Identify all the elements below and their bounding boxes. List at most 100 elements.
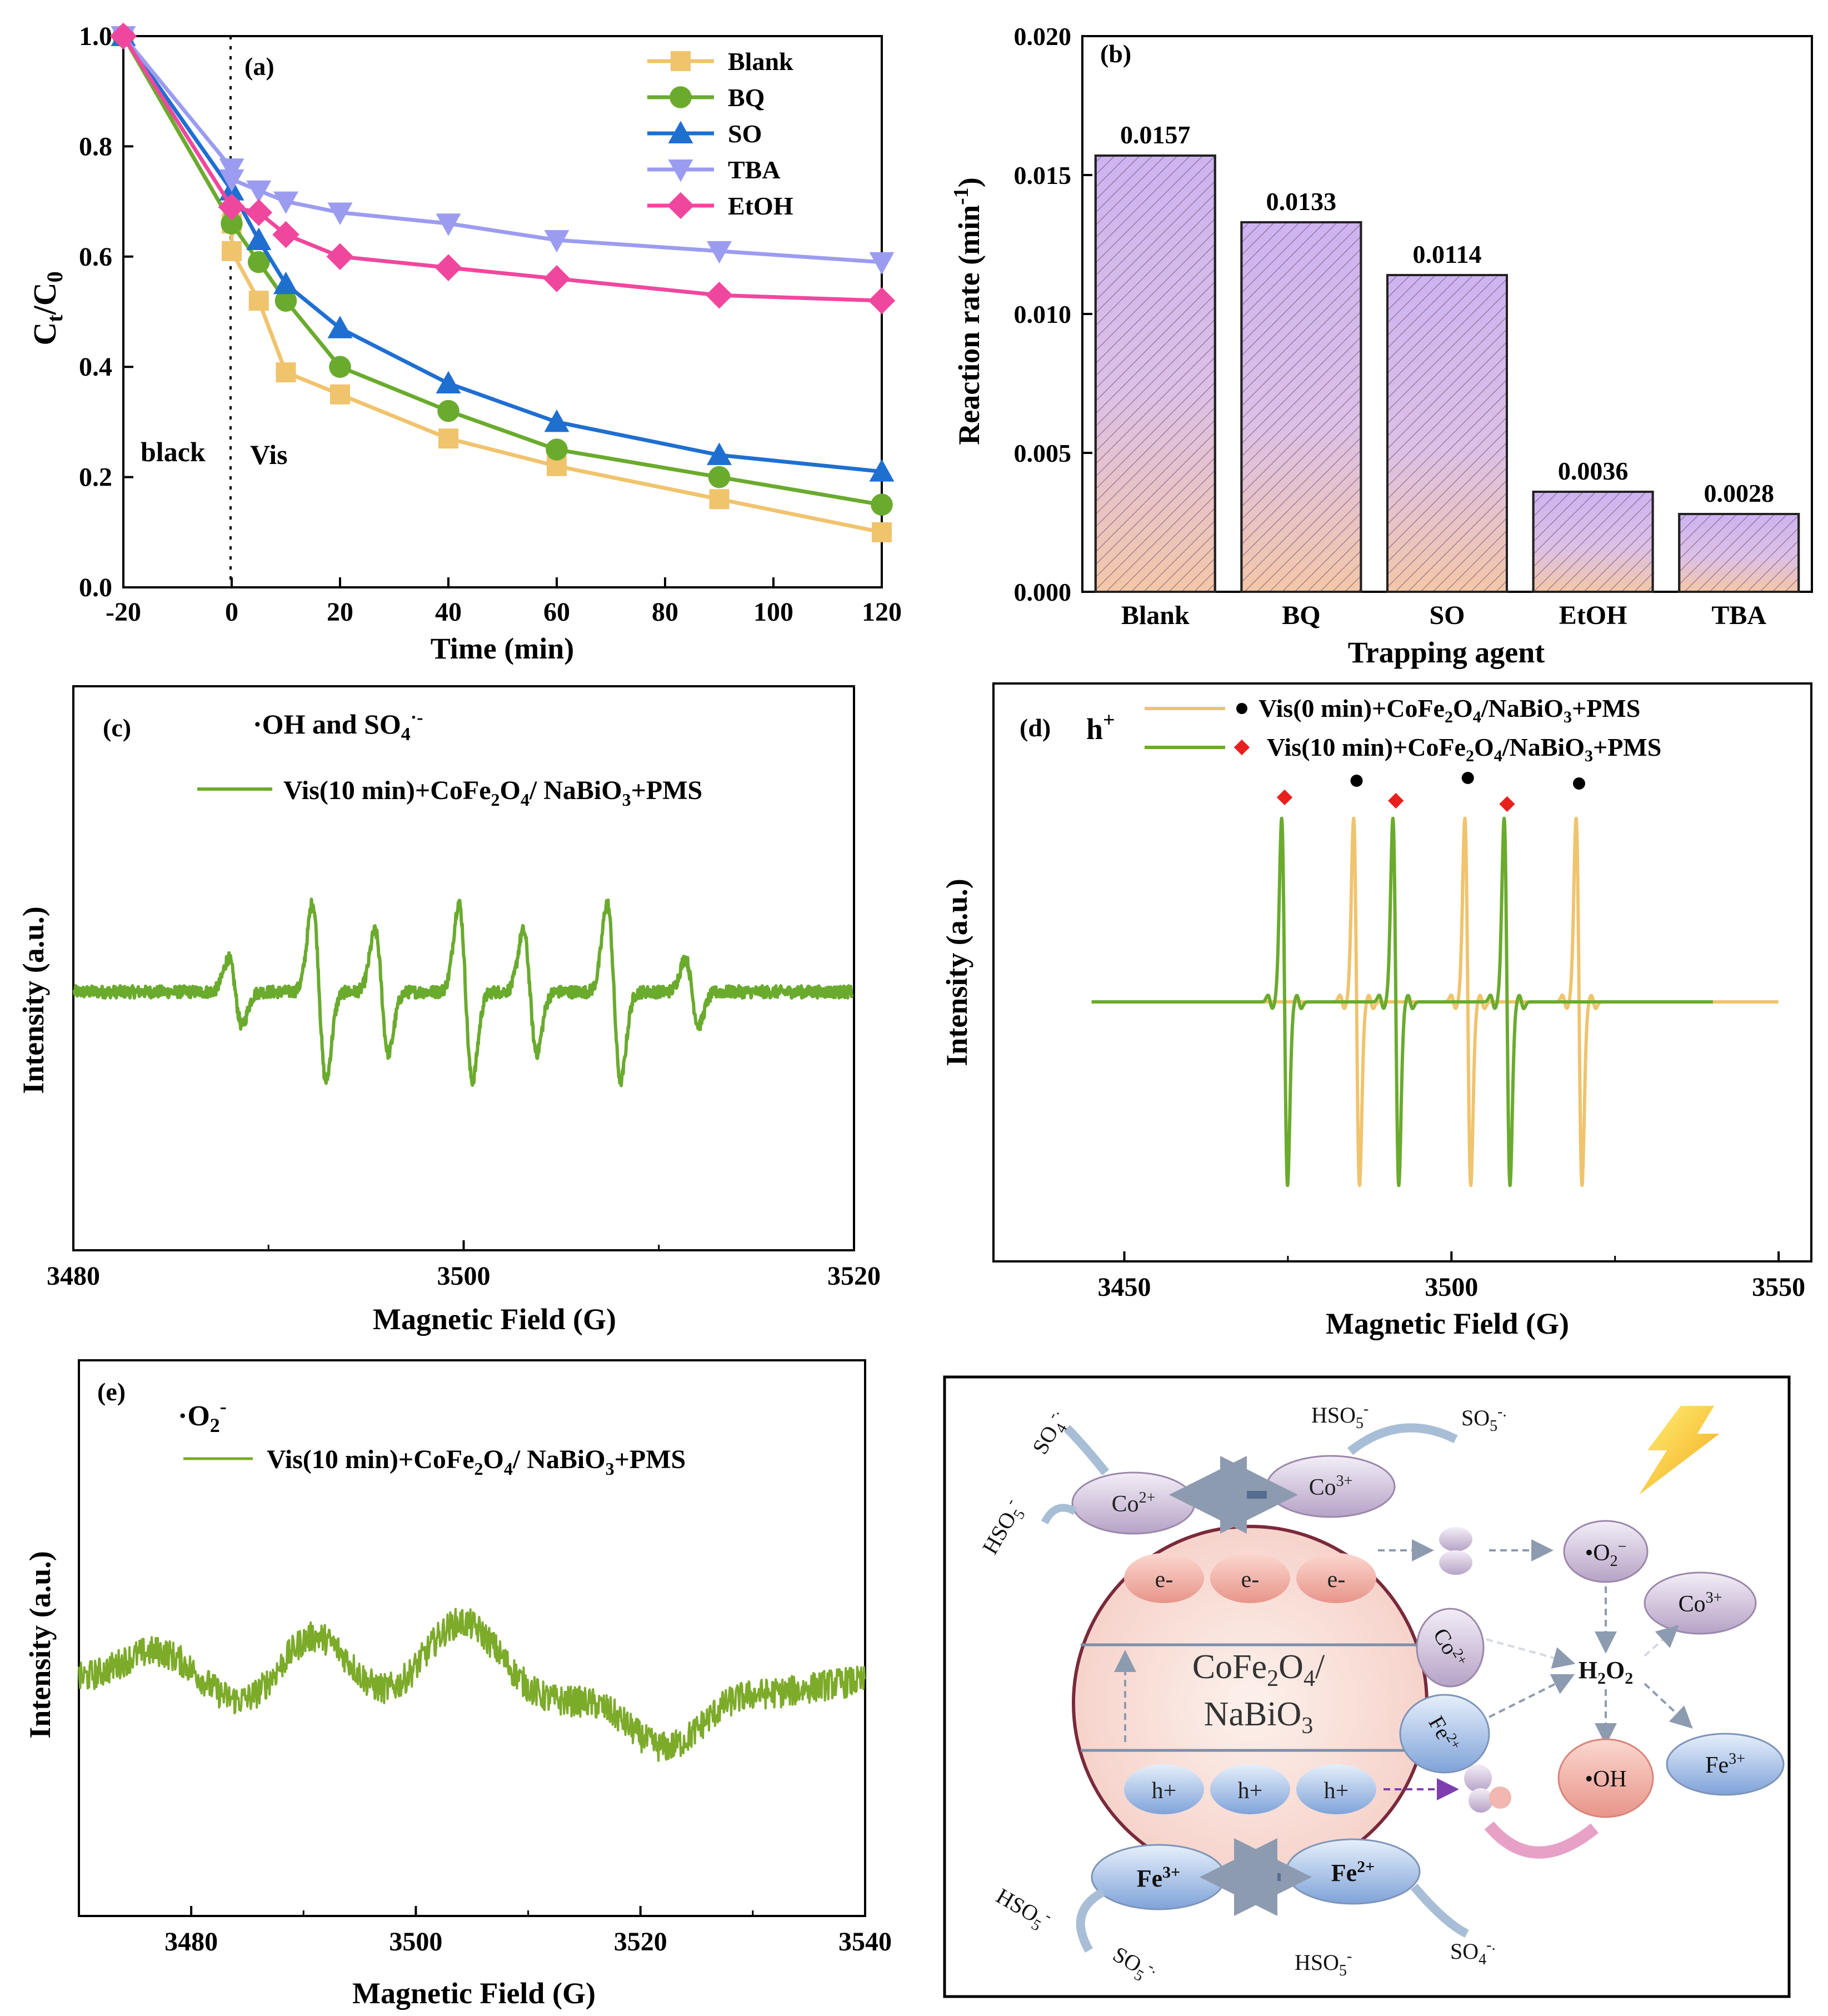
bar-value-label: 0.0036 — [1558, 457, 1629, 485]
h2o2-label: H2O2 — [1579, 1656, 1633, 1688]
a-xtick-label: 60 — [543, 597, 570, 627]
e-xtick-label: 3520 — [614, 1927, 667, 1957]
panel-a-series — [109, 22, 896, 542]
data-point-tba — [544, 230, 570, 253]
data-point-blank — [276, 362, 296, 383]
data-point-so — [707, 442, 732, 465]
catalyst-name-line1: CoFe2O4/ — [1192, 1648, 1325, 1691]
b-ytick-label: 0.010 — [1014, 300, 1072, 328]
panel-d-legend-dot — [1236, 703, 1247, 714]
electron-label: e- — [1327, 1567, 1346, 1593]
legend-marker-etoh — [667, 192, 695, 219]
data-point-etoh — [272, 221, 299, 248]
series-line-blank — [121, 35, 882, 535]
peak-dot-vis0 — [1572, 777, 1585, 790]
panel-a-line-chart: -20 0 20 40 60 80 100 120 0.0 0.2 0.4 0.6 0.8 1.0 (a)… — [27, 22, 902, 665]
panel-c-spectrum-line — [72, 897, 854, 1087]
data-point-etoh — [434, 254, 462, 281]
panel-e-spectrum-line — [78, 1608, 866, 1762]
hole-ball — [1296, 1764, 1376, 1814]
a-ytick-label: 0.2 — [79, 463, 112, 492]
electron-label: e- — [1155, 1567, 1173, 1593]
series-line-bq — [121, 35, 882, 507]
bar-value-label: 0.0114 — [1413, 240, 1482, 268]
fe2-label-bottom: Fe2+ — [1331, 1858, 1375, 1887]
light-annotation: Vis — [250, 439, 288, 470]
data-point-etoh — [543, 265, 571, 292]
bar-hatch-bq — [1240, 221, 1362, 593]
co2-ball-right — [1416, 1608, 1485, 1688]
panel-e-species: ·O2- — [178, 1395, 227, 1436]
data-point-bq — [274, 290, 297, 312]
a-xtick-label: -20 — [106, 597, 141, 627]
bar-hatch-so — [1386, 274, 1508, 593]
panel-d-ylabel: Intensity (a.u.) — [940, 879, 973, 1066]
c-xtick-label: 3520 — [827, 1261, 881, 1291]
data-point-blank — [872, 522, 892, 542]
co3-ball-right — [1644, 1571, 1757, 1635]
data-point-tba — [219, 169, 244, 192]
data-point-so — [246, 227, 272, 251]
a-xtick-label: 0 — [225, 597, 238, 627]
e-xtick-label: 3500 — [389, 1927, 442, 1957]
hole-ball — [1124, 1764, 1204, 1814]
legend-label-blank: Blank — [728, 47, 793, 76]
fe2-ball-right — [1399, 1694, 1490, 1774]
e-xtick-label: 3540 — [838, 1927, 892, 1957]
panel-b-label: (b) — [1100, 39, 1131, 68]
panel-a-frame — [122, 35, 883, 588]
peak-dot-vis0 — [1350, 775, 1363, 787]
legend-marker-so — [668, 121, 693, 143]
d-xtick-label: 3550 — [1752, 1273, 1805, 1302]
panel-b-ylabel: Reaction rate (min-1) — [950, 177, 986, 445]
electron-ball — [1124, 1553, 1204, 1603]
hso5-to-so5-arrow — [1347, 1423, 1458, 1455]
panel-c-label: (c) — [103, 713, 131, 742]
panel-a-ylabel: Ct/C0 — [27, 271, 67, 345]
panel-d-xlabel: Magnetic Field (G) — [1326, 1307, 1569, 1340]
panel-d-label: (d) — [1020, 713, 1051, 742]
hole-label: h+ — [1238, 1778, 1263, 1804]
a-ytick-label: 1.0 — [79, 22, 112, 51]
electron-row: e-e-e- — [1124, 1553, 1376, 1603]
bar-value-label: 0.0157 — [1120, 121, 1191, 149]
bar-hatch-blank — [1094, 154, 1216, 593]
d-xtick-label: 3500 — [1425, 1273, 1478, 1302]
hole-label: h+ — [1152, 1778, 1177, 1804]
peak-diamond-vis10 — [1499, 796, 1515, 812]
electron-ball — [1296, 1553, 1376, 1603]
panel-c-xlabel: Magnetic Field (G) — [373, 1303, 616, 1336]
electron-ball — [1210, 1553, 1290, 1603]
panel-a-axes: -20 0 20 40 60 80 100 120 0.0 0.2 0.4 0.6 0.8 1.0 — [79, 22, 902, 627]
a-xtick-label: 40 — [435, 597, 462, 627]
data-point-so — [273, 271, 298, 295]
data-point-etoh — [218, 193, 246, 221]
hydroxyl-ball — [1557, 1738, 1654, 1818]
panel-d-peak-markers — [1276, 772, 1585, 812]
panel-c-epr-spectrum: 3480 3500 3520 (c) ·OH and SO4·- Vis(10 mi… — [17, 685, 881, 1336]
water-molecule-o — [1464, 1764, 1492, 1792]
a-xtick-label: 20 — [327, 597, 353, 627]
data-point-etoh — [326, 243, 354, 271]
panel-c-species: ·OH and SO4·- — [253, 707, 423, 745]
hole-label: h+ — [1324, 1778, 1349, 1804]
panel-d-legend-1: Vis(10 min)+CoFe2O4/NaBiO3+PMS — [1267, 733, 1661, 765]
data-point-tba — [246, 180, 272, 203]
data-point-so — [544, 409, 570, 432]
c-xtick-label: 3480 — [47, 1261, 100, 1291]
b-ytick-label: 0.000 — [1014, 578, 1072, 606]
panel-d-species: h+ — [1086, 708, 1115, 746]
light-bolt-icon — [1639, 1406, 1720, 1495]
catalyst-name-line2: NaBiO3 — [1204, 1695, 1313, 1739]
data-point-blank — [330, 384, 350, 405]
panel-d-legend-0: Vis(0 min)+CoFe2O4/NaBiO3+PMS — [1258, 694, 1640, 726]
panel-b-axes: 0.000 0.005 0.010 0.015 0.020 Blank BQ SO EtOH TB… — [1014, 22, 1767, 630]
peak-diamond-vis10 — [1388, 792, 1404, 809]
panel-e-axes: 3480 3500 3520 3540 — [164, 1906, 892, 1957]
panel-a-legend: Blank BQ SO TBA EtOH — [647, 47, 793, 220]
legend-marker-blank — [671, 51, 691, 71]
data-point-bq — [247, 251, 270, 273]
bar-hatch-etoh — [1532, 491, 1654, 593]
data-point-bq — [221, 212, 243, 235]
